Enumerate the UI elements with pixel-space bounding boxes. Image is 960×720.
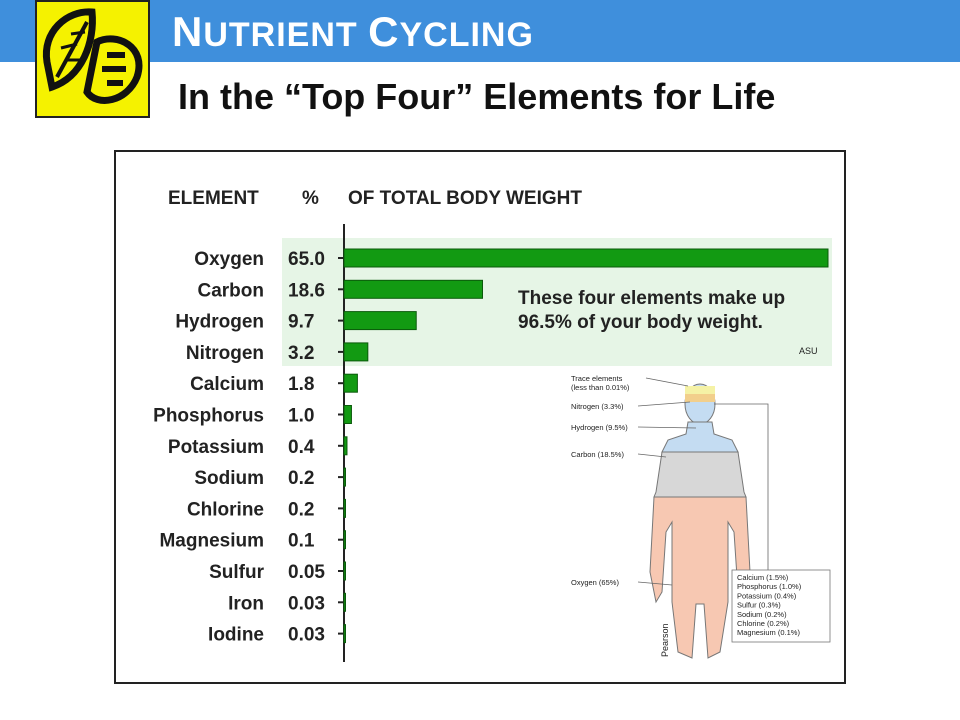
credit-asu: ASU: [799, 346, 818, 356]
body-left-leader-4: [637, 581, 673, 586]
callout-text-line-1: These four elements make up: [518, 288, 785, 309]
category-label-oxygen: Oxygen: [194, 249, 264, 270]
body-right-label-0: Calcium (1.5%): [737, 573, 789, 582]
category-label-iron: Iron: [228, 593, 264, 614]
value-label-iodine: 0.03: [288, 625, 325, 646]
value-label-sulfur: 0.05: [288, 562, 325, 583]
bar-magnesium: [343, 530, 346, 550]
callout-text-line-2: 96.5% of your body weight.: [518, 312, 763, 333]
bar-hydrogen: [343, 311, 417, 331]
body-right-label-4: Sodium (0.2%): [737, 610, 787, 619]
body-right-leader: [714, 403, 769, 572]
page-subtitle: In the “Top Four” Elements for Life: [178, 76, 776, 117]
body-left-label-2: Hydrogen (9.5%): [571, 423, 628, 432]
body-left-label-0-line2: (less than 0.01%): [571, 383, 630, 392]
category-label-hydrogen: Hydrogen: [175, 312, 264, 333]
title-bar: [0, 0, 960, 62]
value-label-hydrogen: 9.7: [288, 312, 314, 333]
category-label-calcium: Calcium: [190, 374, 264, 395]
body-left-leader-3: [637, 453, 667, 458]
value-label-oxygen: 65.0: [288, 249, 325, 270]
category-label-potassium: Potassium: [168, 437, 264, 458]
page-title: NUTRIENT CYCLING: [172, 8, 534, 55]
category-label-magnesium: Magnesium: [159, 531, 264, 552]
bar-potassium: [343, 436, 348, 456]
value-label-phosphorus: 1.0: [288, 406, 314, 427]
category-label-carbon: Carbon: [198, 280, 265, 301]
bar-nitrogen: [343, 342, 369, 362]
column-header-weight: OF TOTAL BODY WEIGHT: [348, 188, 582, 209]
credit-pearson: Pearson: [660, 623, 670, 657]
value-label-chlorine: 0.2: [288, 499, 314, 520]
body-right-label-box: [731, 569, 831, 643]
value-label-potassium: 0.4: [288, 437, 315, 458]
category-label-nitrogen: Nitrogen: [186, 343, 264, 364]
body-left-leader-1: [637, 401, 691, 407]
body-head-nitrogen-band: [685, 394, 715, 402]
body-head-trace-band: [685, 386, 715, 394]
category-label-sodium: Sodium: [194, 468, 264, 489]
body-left-label-4: Oxygen (65%): [571, 578, 619, 587]
element-bar-chart: ELEMENT % OF TOTAL BODY WEIGHT Oxygen 65.…: [153, 188, 832, 662]
body-left-leader-2: [637, 426, 697, 429]
bar-chlorine: [343, 498, 346, 518]
category-label-phosphorus: Phosphorus: [153, 406, 264, 427]
category-label-sulfur: Sulfur: [209, 562, 264, 583]
bar-carbon: [343, 279, 483, 299]
body-right-label-1: Phosphorus (1.0%): [737, 582, 802, 591]
leaf-logo-icon: [35, 0, 150, 118]
bar-oxygen: [343, 248, 829, 268]
bar-iron: [343, 592, 346, 612]
body-left-label-1: Nitrogen (3.3%): [571, 402, 624, 411]
bar-sulfur: [343, 561, 346, 581]
category-label-chlorine: Chlorine: [187, 499, 264, 520]
body-left-label-0: Trace elements: [571, 374, 623, 383]
body-left-label-3: Carbon (18.5%): [571, 450, 624, 459]
body-carbon-region: [653, 451, 747, 498]
value-label-magnesium: 0.1: [288, 531, 315, 552]
column-header-element: ELEMENT: [168, 188, 259, 209]
bar-sodium: [343, 467, 346, 487]
body-left-leader-0: [645, 377, 689, 387]
body-right-label-6: Magnesium (0.1%): [737, 628, 800, 637]
bar-phosphorus: [343, 405, 352, 424]
body-right-label-5: Chlorine (0.2%): [737, 619, 790, 628]
bar-iodine: [343, 624, 346, 644]
bar-calcium: [343, 373, 358, 393]
value-label-iron: 0.03: [288, 593, 325, 614]
value-label-nitrogen: 3.2: [288, 343, 314, 364]
body-right-label-2: Potassium (0.4%): [737, 591, 797, 600]
value-label-carbon: 18.6: [288, 280, 325, 301]
column-header-percent: %: [302, 188, 319, 209]
category-label-iodine: Iodine: [208, 625, 264, 646]
element-chart-figure: ELEMENT % OF TOTAL BODY WEIGHT Oxygen 65.…: [114, 150, 846, 684]
body-right-label-3: Sulfur (0.3%): [737, 601, 781, 610]
value-label-sodium: 0.2: [288, 468, 314, 489]
body-diagram: [649, 383, 751, 659]
body-hydrogen-region: [661, 421, 739, 453]
value-label-calcium: 1.8: [288, 374, 314, 395]
